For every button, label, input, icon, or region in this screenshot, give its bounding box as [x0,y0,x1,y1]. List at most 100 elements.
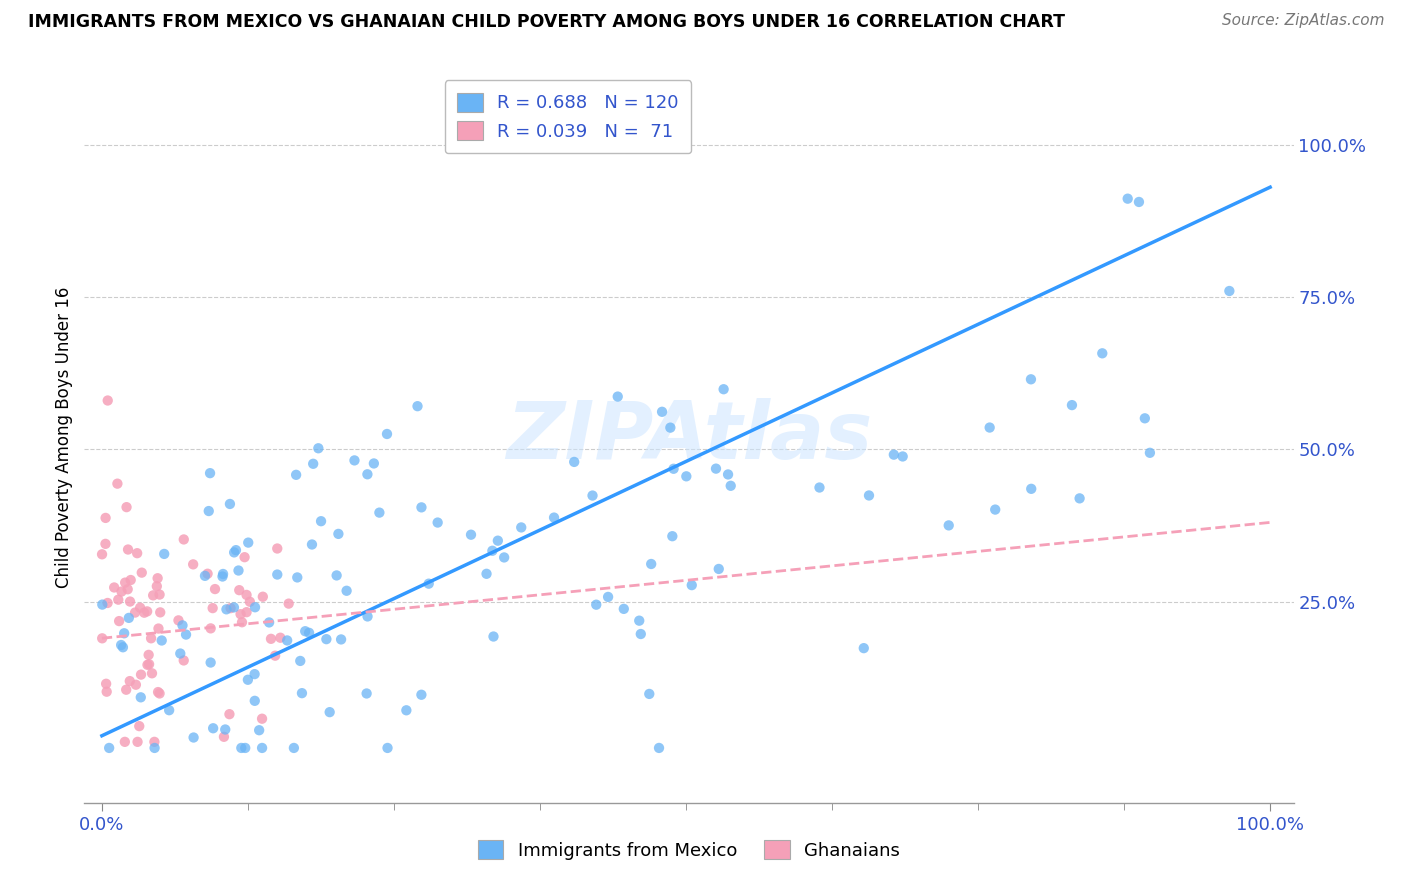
Point [269,631,291,645]
Point [115,500,138,515]
Point [1019,372,1042,386]
Point [118,611,141,625]
Point [659,420,682,434]
Point [91,632,114,646]
Point [211,569,233,583]
Text: IMMIGRANTS FROM MEXICO VS GHANAIAN CHILD POVERTY AMONG BOYS UNDER 16 CORRELATION: IMMIGRANTS FROM MEXICO VS GHANAIAN CHILD… [28,13,1066,31]
Point [129,690,152,705]
Point [852,641,875,656]
Point [328,527,350,541]
Point [613,602,636,616]
Point [356,467,378,482]
Point [302,457,325,471]
Point [356,609,378,624]
Point [356,686,378,700]
Point [426,516,449,530]
Point [197,566,219,581]
Point [681,578,703,592]
Point [198,466,221,480]
Point [215,602,238,616]
Point [243,694,266,708]
Point [117,582,139,597]
Point [363,457,385,471]
Point [1019,482,1042,496]
Point [891,450,914,464]
Point [307,442,329,456]
Point [173,653,195,667]
Point [91,547,114,561]
Legend: Immigrants from Mexico, Ghanaians: Immigrants from Mexico, Ghanaians [471,833,907,867]
Point [411,688,433,702]
Point [285,467,308,482]
Point [510,520,533,534]
Point [309,514,332,528]
Point [96,684,118,698]
Point [298,625,321,640]
Point [375,427,398,442]
Point [136,657,159,672]
Point [153,547,176,561]
Point [194,569,217,583]
Point [368,506,391,520]
Point [118,594,141,608]
Point [157,703,180,717]
Point [290,654,312,668]
Point [264,648,287,663]
Point [120,573,142,587]
Point [260,632,283,646]
Point [228,583,250,598]
Point [494,550,516,565]
Point [482,630,505,644]
Point [630,627,652,641]
Point [134,606,156,620]
Point [1218,284,1240,298]
Point [200,621,222,635]
Point [149,606,172,620]
Point [214,723,236,737]
Point [97,393,120,408]
Point [233,550,256,565]
Point [235,605,257,619]
Point [938,518,960,533]
Point [233,740,256,755]
Point [148,622,170,636]
Point [146,685,169,699]
Point [181,558,204,572]
Point [411,500,433,515]
Point [219,497,242,511]
Point [704,461,727,475]
Point [124,606,146,620]
Point [598,590,620,604]
Point [204,582,226,596]
Point [174,627,197,641]
Point [138,657,160,672]
Point [236,673,259,687]
Point [661,529,683,543]
Point [301,537,323,551]
Point [141,666,163,681]
Point [129,667,152,681]
Point [173,533,195,547]
Point [200,656,222,670]
Point [713,382,735,396]
Point [97,596,120,610]
Point [481,543,503,558]
Point [117,542,139,557]
Point [197,504,219,518]
Point [252,590,274,604]
Point [129,600,152,615]
Text: ZIPAtlas: ZIPAtlas [506,398,872,476]
Point [110,584,132,599]
Point [1139,446,1161,460]
Point [243,600,266,615]
Point [318,705,340,719]
Point [148,686,170,700]
Point [148,588,170,602]
Point [231,615,253,630]
Point [460,527,482,541]
Point [883,448,905,462]
Point [1128,194,1150,209]
Point [128,719,150,733]
Point [222,600,245,615]
Point [1060,398,1083,412]
